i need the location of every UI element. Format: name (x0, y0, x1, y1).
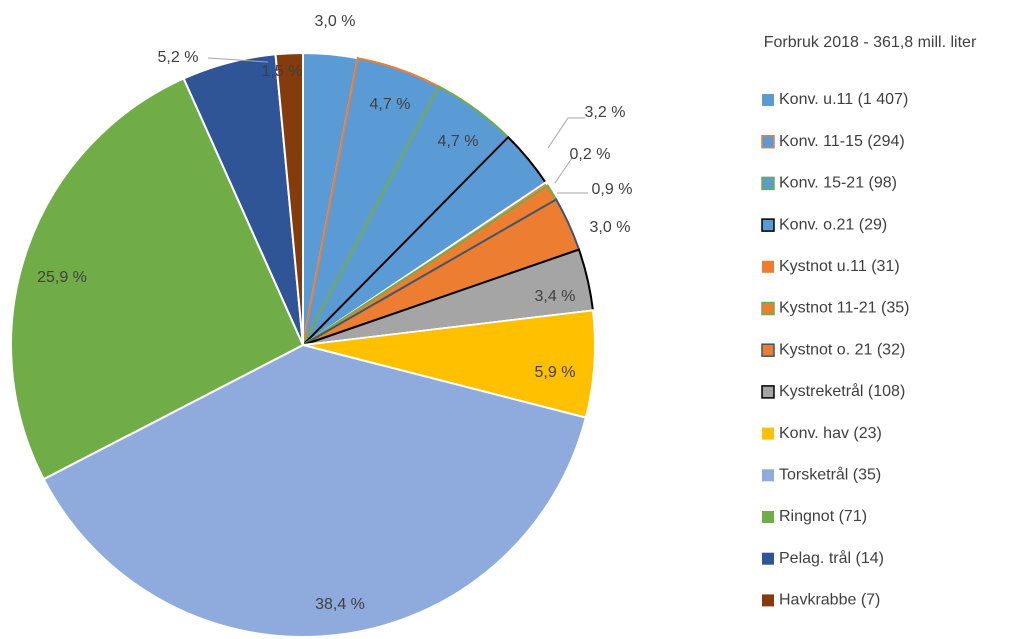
legend-swatch (761, 385, 775, 399)
data-label: 3,0 % (590, 219, 631, 236)
data-label: 3,2 % (585, 104, 626, 121)
data-label: 5,9 % (535, 364, 576, 381)
leader-line (207, 57, 269, 63)
data-label: 3,0 % (315, 13, 356, 30)
leader-line (554, 157, 573, 184)
legend-swatch (762, 469, 774, 482)
legend-label: Kystnot 11-21 (35) (779, 300, 909, 317)
legend-swatch (761, 218, 775, 232)
leader-line (547, 117, 585, 149)
legend-swatch (762, 552, 774, 565)
legend-swatch (762, 511, 774, 523)
legend-label: Kystnot o. 21 (32) (779, 341, 905, 358)
data-label: 25,9 % (37, 269, 87, 286)
legend-label: Konv. hav (23) (779, 425, 882, 442)
legend-swatch (762, 427, 774, 440)
legend-swatch (761, 343, 775, 357)
legend-label: Konv. o.21 (29) (779, 216, 887, 233)
legend-label: Ringnot (71) (779, 508, 867, 525)
legend-swatch (762, 594, 774, 607)
data-label: 38,4 % (315, 596, 365, 613)
data-label: 5,2 % (158, 49, 199, 66)
data-label: 1,5 % (262, 63, 303, 80)
data-label: 3,4 % (535, 288, 576, 305)
legend-label: Kystreketrål (108) (779, 382, 905, 400)
legend-label: Torsketrål (35) (779, 466, 881, 484)
legend-swatch (762, 94, 774, 106)
data-label: 0,9 % (592, 181, 633, 198)
legend-label: Konv. 15-21 (98) (779, 175, 897, 192)
pie-slice (274, 51, 304, 346)
legend-swatch (761, 134, 775, 149)
legend-label: Havkrabbe (7) (779, 592, 880, 609)
legend-title: Forbruk 2018 - 361,8 mill. liter (764, 34, 977, 51)
pie-slice (42, 343, 588, 638)
data-label: 4,7 % (438, 133, 479, 150)
legend-label: Kystnot u.11 (31) (779, 258, 900, 275)
legend-swatch (761, 301, 775, 316)
legend-label: Konv. 11-15 (294) (779, 133, 905, 150)
data-label: 0,2 % (570, 146, 611, 163)
data-label: 4,7 % (370, 96, 411, 113)
legend-swatch (762, 260, 774, 273)
legend-label: Konv. u.11 (1 407) (779, 91, 908, 108)
legend-label: Pelag. trål (14) (779, 549, 884, 567)
legend-swatch (761, 176, 775, 191)
pie-slice (10, 77, 305, 481)
